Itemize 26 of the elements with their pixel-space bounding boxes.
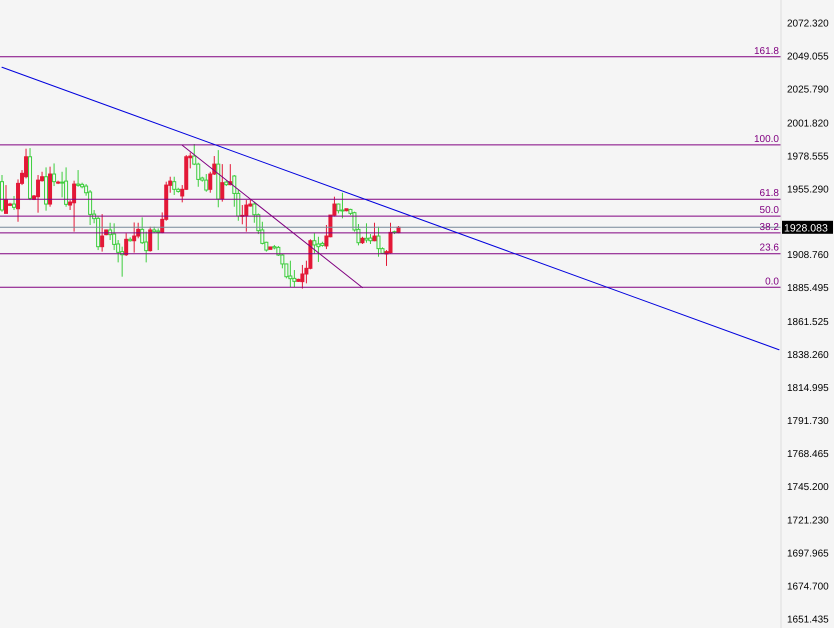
y-tick-label: 1697.965 bbox=[787, 548, 830, 560]
y-tick-label: 1791.730 bbox=[787, 416, 830, 427]
y-tick-label: 1674.700 bbox=[787, 582, 830, 593]
annotation: 38.2 bbox=[760, 222, 780, 233]
y-tick-label: 2001.820 bbox=[787, 118, 830, 130]
y-tick-label: 1908.760 bbox=[787, 250, 830, 262]
y-tick-label: 1721.230 bbox=[787, 516, 830, 527]
annotation: 100.0 bbox=[754, 134, 780, 145]
annotation: 161.8 bbox=[754, 46, 780, 57]
y-tick-label: 1745.200 bbox=[787, 482, 830, 493]
annotation: 0.0 bbox=[765, 276, 780, 288]
y-tick-label: 1861.525 bbox=[787, 317, 830, 328]
y-tick-label: 2072.320 bbox=[787, 18, 830, 30]
y-tick-label: 1838.260 bbox=[787, 350, 830, 362]
annotation: 61.8 bbox=[760, 188, 780, 200]
y-tick-label: 1978.555 bbox=[787, 151, 830, 162]
y-tick-label: 1814.995 bbox=[787, 382, 830, 394]
y-tick-label: 1885.495 bbox=[787, 283, 830, 294]
y-tick-label: 2025.790 bbox=[787, 84, 830, 96]
annotation: 23.6 bbox=[760, 242, 780, 254]
ref-line-label: 1928.083 bbox=[784, 222, 828, 234]
y-tick-label: 2049.055 bbox=[787, 52, 830, 63]
y-tick-label: 1955.290 bbox=[787, 184, 830, 196]
y-tick-label: 1651.435 bbox=[787, 614, 830, 626]
annotation: 50.0 bbox=[760, 205, 780, 216]
y-tick-label: 1768.465 bbox=[787, 448, 830, 460]
